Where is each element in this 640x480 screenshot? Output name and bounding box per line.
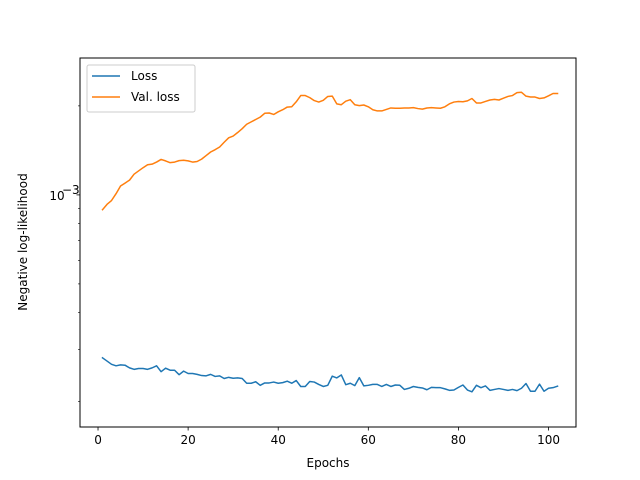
series-line-1 <box>101 91 559 211</box>
legend: Loss Val. loss <box>86 64 196 113</box>
x-axis-label: Epochs <box>307 456 350 470</box>
x-tick-label: 40 <box>271 433 286 447</box>
x-tick-label: 80 <box>451 433 466 447</box>
series-layer <box>101 91 559 393</box>
legend-label-1: Val. loss <box>131 90 180 104</box>
x-tick-label: 60 <box>361 433 376 447</box>
x-tick-label: 20 <box>180 433 195 447</box>
plot-frame <box>79 57 577 428</box>
legend-label-0: Loss <box>131 69 157 83</box>
x-axis: 0 20 40 60 80 100 <box>94 427 560 447</box>
y-axis: 10−3 <box>49 105 80 402</box>
x-tick-label: 0 <box>94 433 102 447</box>
y-tick-label-exponent: −3 <box>62 183 80 197</box>
y-tick-label: 10 <box>49 189 64 203</box>
series-line-0 <box>101 356 559 393</box>
x-tick-label: 100 <box>537 433 560 447</box>
y-axis-label: Negative log-likelihood <box>16 173 30 310</box>
